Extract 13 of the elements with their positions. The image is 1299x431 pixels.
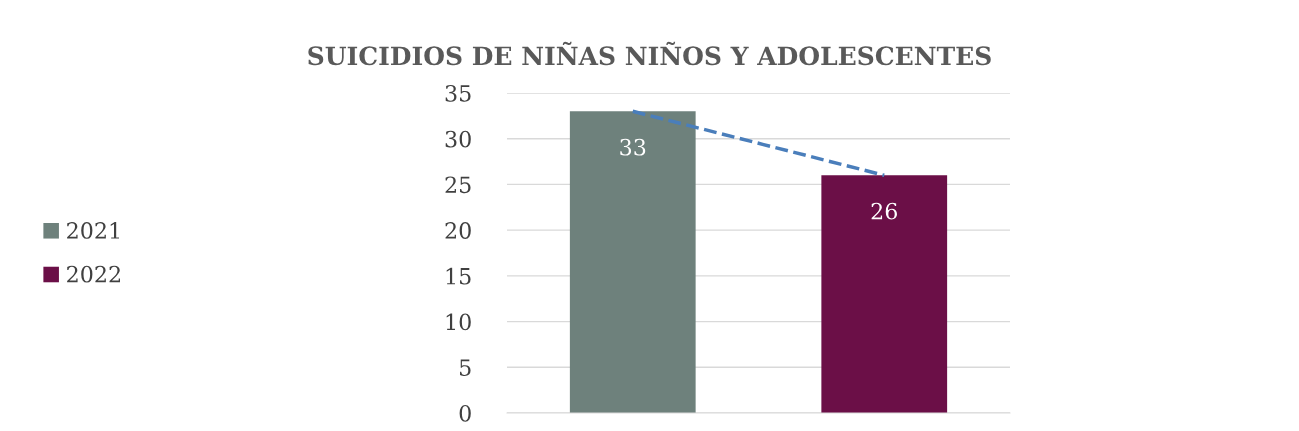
y-tick-label: 15 <box>446 267 471 285</box>
data-label: 26 <box>871 202 897 220</box>
y-tick-label: 5 <box>460 359 471 377</box>
legend-label: 2021 <box>67 222 119 239</box>
y-tick-label: 0 <box>459 404 471 422</box>
y-tick-label: 25 <box>445 176 471 194</box>
y-tick-label: 30 <box>445 130 471 148</box>
legend-label: 2022 <box>67 265 120 283</box>
data-label: 33 <box>620 138 646 156</box>
y-tick-label: 35 <box>445 84 471 102</box>
y-tick-label: 10 <box>446 313 471 331</box>
y-tick-label: 20 <box>445 222 471 239</box>
chart-title: SUICIDIOS DE NIÑAS NIÑOS Y ADOLESCENTES <box>308 41 991 66</box>
